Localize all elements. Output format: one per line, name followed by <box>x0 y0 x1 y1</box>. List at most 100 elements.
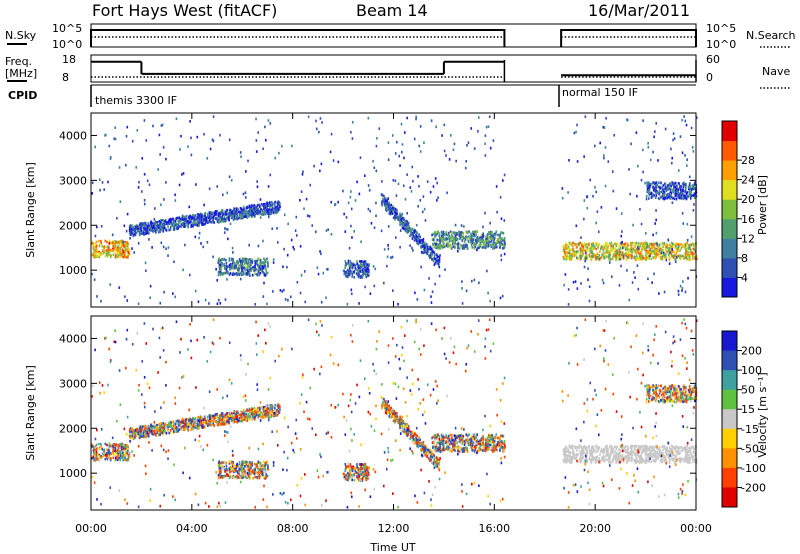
power-point <box>463 240 466 243</box>
power-point <box>112 253 115 257</box>
power-point <box>256 212 258 215</box>
power-point <box>686 238 689 242</box>
power-point <box>365 275 368 279</box>
power-point <box>636 194 638 198</box>
power-point <box>684 119 687 123</box>
power-point <box>351 266 354 270</box>
power-point <box>122 244 125 247</box>
power-point <box>411 165 414 169</box>
power-point <box>662 190 665 193</box>
velocity-point <box>221 414 223 418</box>
power-point <box>647 182 650 185</box>
power-point <box>96 254 98 257</box>
power-point <box>228 214 231 217</box>
velocity-point <box>119 458 121 462</box>
power-point <box>570 257 572 261</box>
power-point <box>448 158 451 161</box>
velocity-point <box>222 416 224 419</box>
velocity-point <box>153 432 156 436</box>
power-point <box>646 181 648 184</box>
velocity-point <box>106 457 109 461</box>
power-point <box>198 236 200 240</box>
velocity-point <box>264 407 266 411</box>
power-point <box>606 248 608 252</box>
velocity-point <box>180 422 182 426</box>
freq-tick-low: 8 <box>62 71 69 84</box>
power-point <box>644 231 647 235</box>
velocity-point <box>274 407 276 410</box>
power-point <box>433 257 436 261</box>
power-point <box>435 242 437 246</box>
velocity-point <box>268 411 271 414</box>
power-point <box>433 242 436 245</box>
power-point <box>294 229 297 232</box>
power-point <box>658 243 661 247</box>
power-point <box>666 193 669 196</box>
power-point <box>583 217 585 221</box>
power-point <box>465 160 468 163</box>
power-point <box>206 157 209 160</box>
power-point <box>352 270 355 274</box>
power-point <box>131 139 134 143</box>
velocity-point <box>185 422 188 426</box>
power-point <box>460 224 463 227</box>
power-point <box>676 184 678 188</box>
power-point <box>354 199 357 202</box>
velocity-point <box>175 420 177 423</box>
power-point <box>670 192 672 195</box>
power-point <box>170 222 173 226</box>
power-point <box>503 240 506 243</box>
power-point <box>477 129 479 133</box>
velocity-point <box>172 430 175 433</box>
power-point <box>667 238 669 242</box>
power-point <box>563 257 565 261</box>
power-point <box>575 130 577 134</box>
power-point <box>406 225 409 229</box>
power-point <box>360 270 363 273</box>
power-point <box>644 242 647 245</box>
power-point <box>614 254 617 257</box>
power-point <box>602 247 604 250</box>
power-point <box>226 270 229 274</box>
power-point <box>219 210 222 214</box>
power-point <box>648 191 651 195</box>
power-point <box>259 212 262 216</box>
power-point <box>137 302 140 306</box>
power-point <box>151 222 154 225</box>
power-point <box>470 237 473 240</box>
power-point <box>459 235 462 239</box>
power-point <box>653 193 655 197</box>
power-point <box>250 260 252 263</box>
power-point <box>255 117 257 121</box>
power-point <box>455 231 457 235</box>
velocity-point <box>197 424 200 427</box>
power-point <box>452 148 455 152</box>
power-point <box>493 239 495 243</box>
power-point <box>93 255 95 259</box>
power-point <box>250 267 252 270</box>
power-point <box>245 260 247 264</box>
power-point <box>173 219 176 223</box>
power-point <box>236 212 238 215</box>
power-point <box>682 189 684 192</box>
power-point <box>467 231 469 235</box>
power-point <box>249 264 251 267</box>
power-point <box>503 244 505 247</box>
power-point <box>650 182 652 186</box>
power-point <box>653 187 656 191</box>
nsky-trace <box>90 29 697 47</box>
velocity-point <box>199 417 202 421</box>
power-point <box>343 272 346 276</box>
power-point <box>121 239 124 243</box>
power-point <box>108 249 110 253</box>
power-point <box>653 252 656 256</box>
power-point <box>256 272 258 276</box>
velocity-point <box>244 416 247 419</box>
power-point <box>670 241 673 245</box>
power-point <box>500 231 502 235</box>
velocity-point <box>263 411 266 415</box>
power-point <box>259 271 262 275</box>
velocity-point <box>116 449 119 452</box>
power-point <box>685 123 688 127</box>
power-point <box>228 138 231 142</box>
